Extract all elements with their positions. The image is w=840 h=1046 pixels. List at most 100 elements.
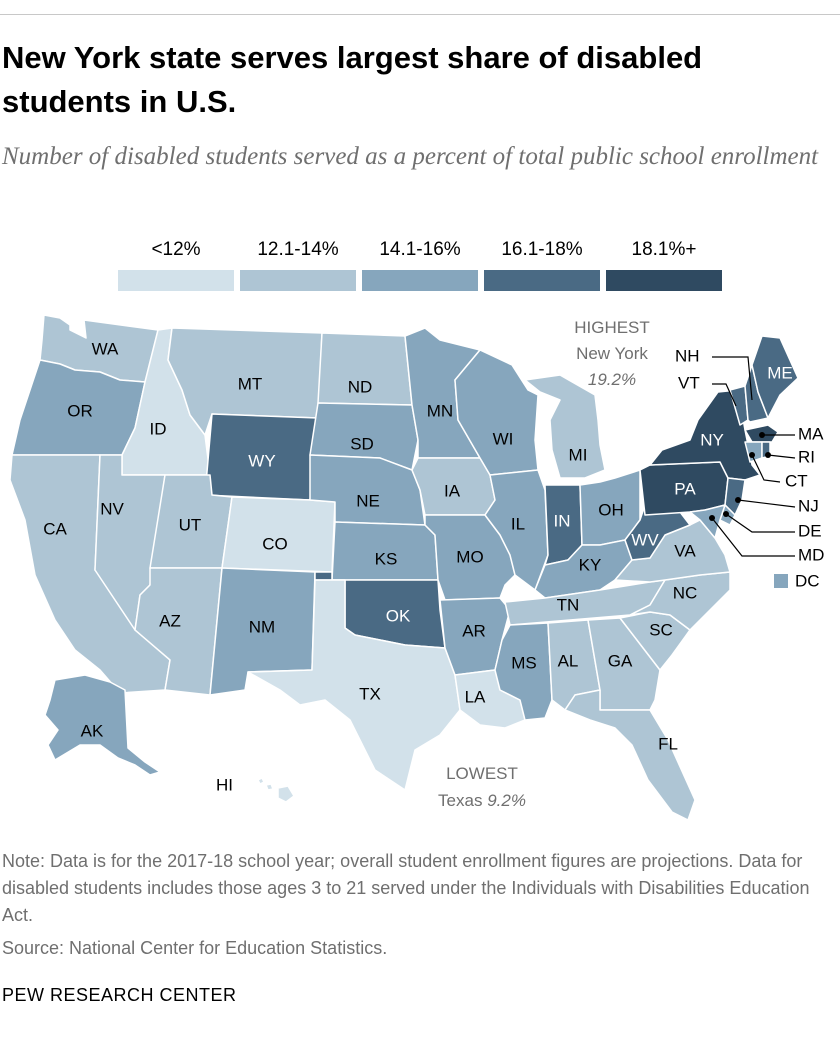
highest-state: New York — [576, 344, 648, 363]
legend-swatch — [362, 270, 478, 291]
label-fl: FL — [658, 734, 678, 753]
leader-nh — [712, 356, 753, 401]
top-rule — [0, 14, 840, 15]
lowest-heading: LOWEST — [446, 764, 518, 783]
label-mt: MT — [238, 374, 263, 393]
legend-item-3: 14.1-16% — [362, 238, 478, 291]
leader-ri — [767, 454, 796, 459]
chart-title: New York state serves largest share of d… — [2, 40, 703, 119]
label-la: LA — [465, 687, 486, 706]
label-co: CO — [262, 534, 288, 553]
label-me: ME — [767, 363, 793, 382]
highest-value: 19.2% — [588, 370, 636, 389]
legend-item-1: <12% — [118, 238, 234, 291]
legend-label: 16.1-18% — [501, 239, 583, 260]
legend-swatch — [484, 270, 600, 291]
label-nd: ND — [348, 377, 373, 396]
label-ri: RI — [798, 447, 815, 466]
label-ms: MS — [511, 653, 537, 672]
legend-item-2: 12.1-14% — [240, 238, 356, 291]
legend-label: 12.1-14% — [257, 239, 339, 260]
lowest-line: Texas 9.2% — [438, 791, 526, 810]
legend-label: <12% — [151, 239, 201, 260]
us-choropleth-map: WA OR CA ID NV MT WY UT AZ CO NM ND SD N… — [9, 314, 824, 821]
legend-swatch — [240, 270, 356, 291]
label-or: OR — [67, 401, 93, 420]
label-ne: NE — [356, 491, 380, 510]
label-nh: NH — [675, 346, 700, 365]
label-ca: CA — [43, 519, 67, 538]
label-tx: TX — [359, 684, 381, 703]
label-ia: IA — [444, 481, 461, 500]
state-wv — [624, 504, 691, 561]
label-ut: UT — [179, 515, 202, 534]
label-vt: VT — [678, 373, 700, 392]
leader-vt — [712, 383, 737, 407]
dot-de — [723, 511, 729, 517]
label-ky: KY — [579, 555, 602, 574]
label-pa: PA — [674, 479, 696, 498]
label-hi: HI — [216, 775, 233, 794]
label-ak: AK — [81, 721, 104, 740]
label-id: ID — [150, 419, 167, 438]
label-wv: WV — [631, 530, 659, 549]
lowest-value: 9.2% — [487, 791, 526, 810]
label-ga: GA — [608, 651, 633, 670]
leader-nj — [737, 499, 796, 508]
state-nc — [629, 571, 731, 631]
state-tx — [247, 579, 461, 791]
legend-item-5: 18.1%+ — [606, 238, 722, 291]
legend-swatch — [606, 270, 722, 291]
label-va: VA — [674, 541, 696, 560]
label-dc: DC — [795, 571, 820, 590]
label-oh: OH — [598, 500, 624, 519]
brand-logo-text: PEW RESEARCH CENTER — [2, 985, 237, 1005]
dot-ri — [765, 452, 771, 458]
label-mo: MO — [456, 547, 483, 566]
label-nc: NC — [673, 583, 698, 602]
legend-label: 18.1%+ — [631, 239, 697, 260]
state-fl — [564, 689, 696, 821]
leader-md — [711, 517, 795, 557]
label-mn: MN — [427, 401, 453, 420]
state-ak — [44, 674, 161, 776]
label-il: IL — [511, 514, 525, 533]
lowest-state: Texas — [438, 791, 482, 810]
chart-subtitle: Number of disabled students served as a … — [2, 143, 819, 170]
state-me — [751, 335, 799, 419]
source-line: Source: National Center for Education St… — [2, 938, 388, 958]
dc-swatch — [774, 574, 788, 588]
label-ok: OK — [386, 606, 411, 625]
legend-label: 14.1-16% — [379, 239, 461, 260]
label-nv: NV — [100, 499, 124, 518]
leader-de — [725, 513, 795, 533]
footnote: Note: Data is for the 2017-18 school yea… — [2, 851, 810, 925]
label-ct: CT — [785, 471, 808, 490]
label-nj: NJ — [798, 496, 819, 515]
state-nj — [724, 477, 746, 516]
dot-nj — [735, 497, 741, 503]
dot-md — [709, 515, 715, 521]
leader-ct — [751, 454, 781, 483]
state-md — [689, 504, 726, 539]
legend-swatch — [118, 270, 234, 291]
label-az: AZ — [159, 611, 181, 630]
label-al: AL — [558, 651, 579, 670]
label-de: DE — [798, 521, 822, 540]
state-il — [484, 469, 549, 591]
label-md: MD — [798, 545, 824, 564]
dot-ma — [759, 432, 765, 438]
label-mi: MI — [569, 445, 588, 464]
label-ma: MA — [798, 424, 824, 443]
legend-item-4: 16.1-18% — [484, 238, 600, 291]
state-mi — [524, 374, 606, 479]
label-wi: WI — [493, 429, 514, 448]
state-hi — [257, 777, 295, 803]
label-nm: NM — [249, 617, 275, 636]
label-ar: AR — [462, 621, 486, 640]
label-in: IN — [554, 511, 571, 530]
label-ny: NY — [700, 430, 724, 449]
label-ks: KS — [375, 549, 398, 568]
label-wy: WY — [248, 451, 275, 470]
label-sc: SC — [649, 620, 673, 639]
